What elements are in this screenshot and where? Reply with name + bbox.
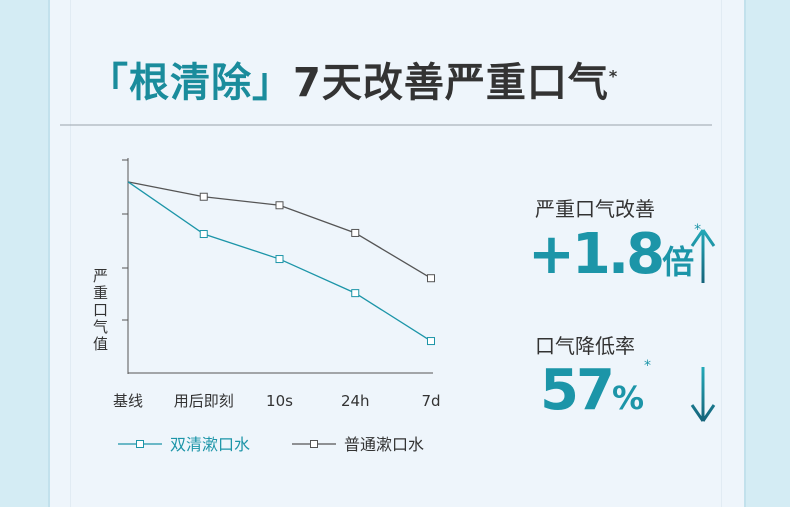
stat-value: 57 <box>540 358 615 423</box>
y-axis-label: 严重口气值 <box>91 268 109 353</box>
point <box>275 201 284 210</box>
down-arrow <box>690 367 716 422</box>
stat-label: 严重口气改善 <box>535 197 655 221</box>
point <box>351 228 360 237</box>
legend-marker <box>136 440 144 448</box>
line <box>127 181 432 279</box>
title-text: 7天改善严重口气 <box>293 60 609 106</box>
point <box>199 230 208 239</box>
x-tick-label: 10s <box>266 392 293 410</box>
x-tick-label: 用后即刻 <box>174 392 234 410</box>
point <box>199 192 208 201</box>
title: 「根清除」7天改善严重口气* <box>88 50 618 108</box>
stat-value: +1.8 <box>528 222 665 287</box>
stat-mark: * <box>644 358 651 374</box>
x-tick-label: 24h <box>341 392 370 410</box>
point <box>275 255 284 264</box>
stat-unit: % <box>611 379 644 417</box>
legend-marker <box>310 440 318 448</box>
point <box>427 274 435 283</box>
panel <box>48 0 746 507</box>
up-arrow <box>690 229 716 283</box>
axes <box>122 158 433 374</box>
x-tick-label: 基线 <box>113 392 143 410</box>
legend-label: 普通漱口水 <box>344 435 424 454</box>
title-highlight: 「根清除」 <box>88 60 293 106</box>
x-tick-label: 7d <box>421 392 440 410</box>
stat: 57%* <box>540 358 651 423</box>
stat-unit: 倍 <box>662 243 695 281</box>
point <box>351 289 360 298</box>
point <box>427 337 435 346</box>
panel-border <box>70 0 722 507</box>
stat: +1.8倍 * <box>528 222 701 287</box>
title-mark: * <box>608 66 619 86</box>
stat-label: 口气降低率 <box>535 334 635 358</box>
legend-label: 双清漱口水 <box>170 435 250 454</box>
stat-mark: * <box>694 222 702 238</box>
